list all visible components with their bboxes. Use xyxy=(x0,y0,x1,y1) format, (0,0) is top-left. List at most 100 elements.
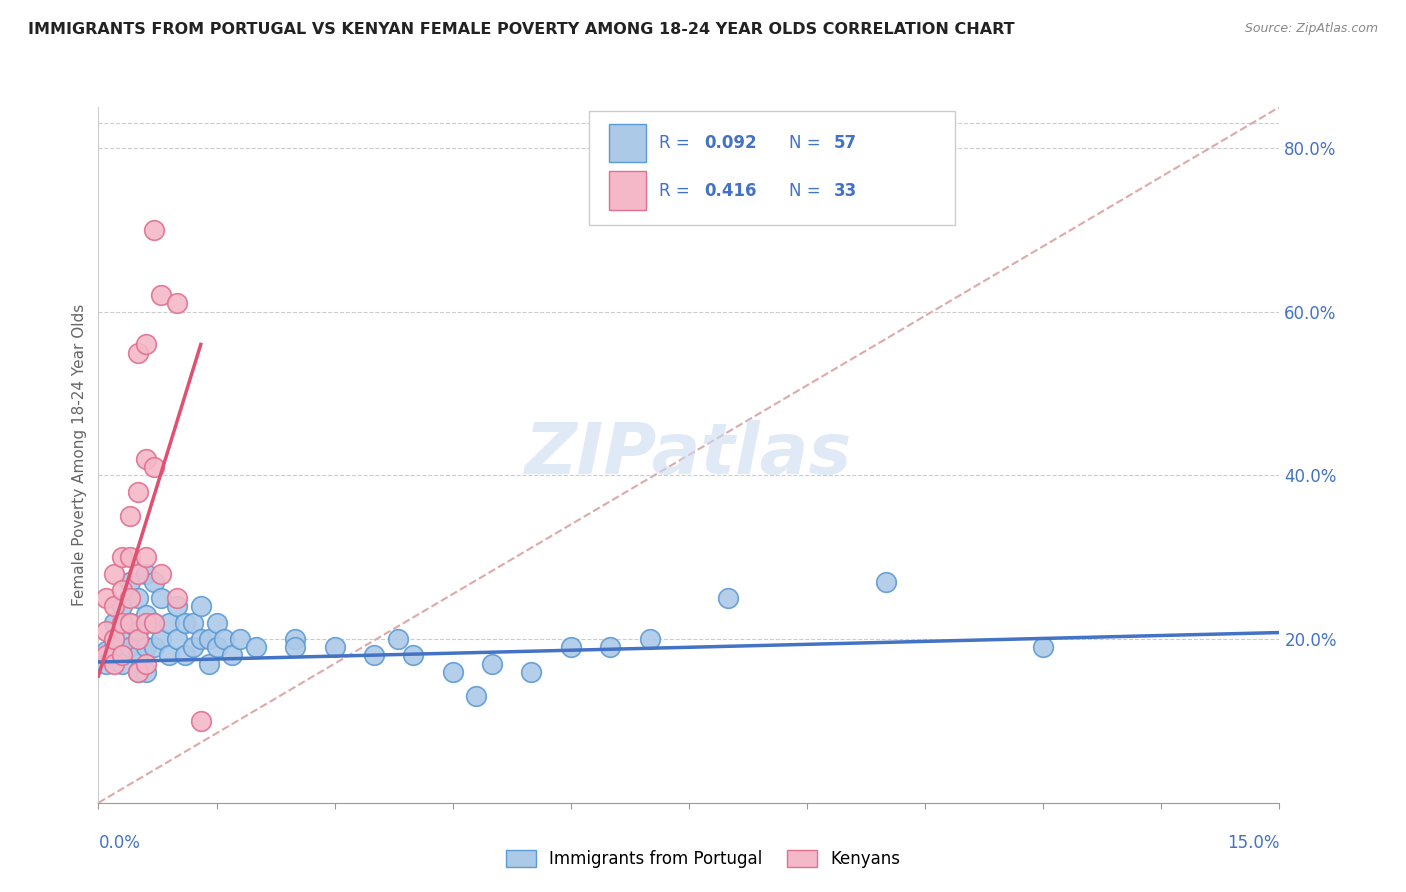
Point xyxy=(118,550,141,565)
Point xyxy=(111,582,134,597)
Point xyxy=(181,640,204,655)
Point xyxy=(142,460,165,475)
Point xyxy=(284,632,307,646)
Point xyxy=(638,632,661,646)
Point xyxy=(135,550,157,565)
Point xyxy=(205,615,228,630)
Point xyxy=(96,648,118,663)
Point xyxy=(96,624,118,638)
Point xyxy=(103,640,125,655)
Point xyxy=(103,632,125,646)
Point xyxy=(118,640,141,655)
Point xyxy=(481,657,503,671)
Text: IMMIGRANTS FROM PORTUGAL VS KENYAN FEMALE POVERTY AMONG 18-24 YEAR OLDS CORRELAT: IMMIGRANTS FROM PORTUGAL VS KENYAN FEMAL… xyxy=(28,22,1015,37)
Point xyxy=(520,665,543,679)
Point xyxy=(111,615,134,630)
Text: 0.092: 0.092 xyxy=(704,134,756,153)
Point xyxy=(599,640,621,655)
Point xyxy=(135,615,157,630)
Point xyxy=(166,591,188,606)
Point xyxy=(363,648,385,663)
FancyBboxPatch shape xyxy=(589,111,955,226)
Point xyxy=(166,296,188,310)
Point xyxy=(174,648,197,663)
Text: N =: N = xyxy=(789,134,827,153)
Point xyxy=(127,648,149,663)
Point xyxy=(103,566,125,581)
Point xyxy=(118,615,141,630)
Point xyxy=(127,484,149,499)
Point xyxy=(118,615,141,630)
Point xyxy=(127,665,149,679)
Point xyxy=(118,591,141,606)
Point xyxy=(166,599,188,614)
Point xyxy=(118,574,141,589)
Point xyxy=(96,591,118,606)
Point xyxy=(157,648,180,663)
Text: R =: R = xyxy=(659,182,696,200)
Point xyxy=(190,599,212,614)
Point xyxy=(717,591,740,606)
Point xyxy=(135,607,157,622)
Text: R =: R = xyxy=(659,134,696,153)
Point xyxy=(96,657,118,671)
Point xyxy=(214,632,236,646)
Point xyxy=(142,615,165,630)
Point xyxy=(142,574,165,589)
Text: 57: 57 xyxy=(834,134,858,153)
Text: N =: N = xyxy=(789,182,827,200)
Point xyxy=(135,657,157,671)
Point xyxy=(197,632,219,646)
Point xyxy=(181,615,204,630)
Point xyxy=(875,574,897,589)
Text: 0.0%: 0.0% xyxy=(98,834,141,852)
Point xyxy=(135,337,157,351)
Point xyxy=(118,509,141,524)
Point xyxy=(174,615,197,630)
Point xyxy=(103,657,125,671)
Point xyxy=(142,640,165,655)
Point xyxy=(127,345,149,359)
Point xyxy=(387,632,409,646)
Point xyxy=(127,624,149,638)
Point xyxy=(221,648,243,663)
Point xyxy=(135,665,157,679)
Y-axis label: Female Poverty Among 18-24 Year Olds: Female Poverty Among 18-24 Year Olds xyxy=(72,304,87,606)
Point xyxy=(229,632,252,646)
Text: Source: ZipAtlas.com: Source: ZipAtlas.com xyxy=(1244,22,1378,36)
Point xyxy=(205,640,228,655)
Point xyxy=(284,640,307,655)
Point xyxy=(441,665,464,679)
Point xyxy=(111,550,134,565)
Point xyxy=(150,632,173,646)
FancyBboxPatch shape xyxy=(609,124,647,162)
Point xyxy=(245,640,267,655)
Point xyxy=(135,452,157,467)
Point xyxy=(103,599,125,614)
Point xyxy=(157,615,180,630)
Text: ZIPatlas: ZIPatlas xyxy=(526,420,852,490)
Legend: Immigrants from Portugal, Kenyans: Immigrants from Portugal, Kenyans xyxy=(499,843,907,875)
Text: 15.0%: 15.0% xyxy=(1227,834,1279,852)
Point xyxy=(96,644,118,658)
Point xyxy=(323,640,346,655)
Point xyxy=(166,632,188,646)
Point xyxy=(111,648,134,663)
Point xyxy=(150,591,173,606)
Point xyxy=(142,223,165,237)
Point xyxy=(127,665,149,679)
Point xyxy=(111,599,134,614)
Point xyxy=(135,566,157,581)
Point xyxy=(103,615,125,630)
Point xyxy=(150,566,173,581)
Point xyxy=(1032,640,1054,655)
Point xyxy=(127,632,149,646)
Text: 0.416: 0.416 xyxy=(704,182,756,200)
Point xyxy=(560,640,582,655)
Point xyxy=(127,566,149,581)
Text: 33: 33 xyxy=(834,182,858,200)
Point xyxy=(150,288,173,302)
Point xyxy=(111,657,134,671)
Point xyxy=(111,632,134,646)
Point xyxy=(142,615,165,630)
